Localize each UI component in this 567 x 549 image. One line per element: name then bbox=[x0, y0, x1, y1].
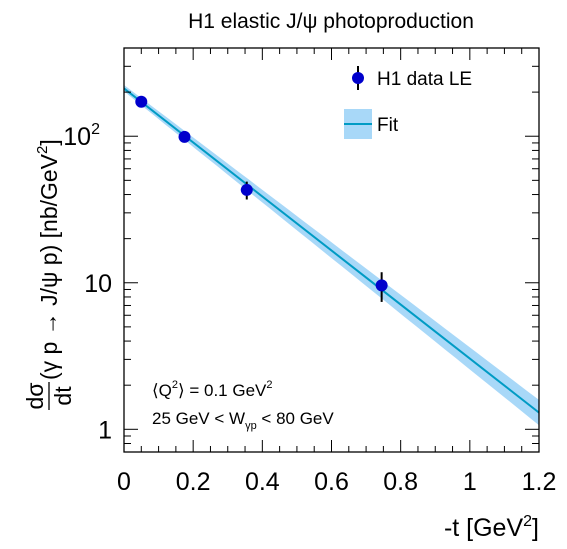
annotation-q2: ⟨Q2⟩ = 0.1 GeV2 bbox=[152, 379, 273, 400]
y-tick-label: 10 bbox=[84, 270, 112, 298]
fit-line-layer bbox=[123, 87, 540, 414]
x-tick-label: 1.2 bbox=[522, 468, 557, 496]
data-point bbox=[240, 183, 253, 196]
y-label-process: (γ p → J/ψ p) [nb/GeV2] bbox=[34, 139, 62, 380]
x-tick-label: 1 bbox=[463, 468, 477, 496]
x-axis-label: -t [GeV2] bbox=[444, 513, 539, 542]
y-tick-label: 102 bbox=[63, 121, 100, 151]
legend-label-fit: Fit bbox=[377, 115, 399, 136]
x-tick-label: 0 bbox=[117, 468, 131, 496]
axis-tick-labels: 0 0.2 0.4 0.6 0.8 1 1.2 1 10 102 bbox=[63, 121, 556, 496]
y-label-frac-num: dσ bbox=[22, 383, 48, 410]
legend: H1 data LE Fit bbox=[344, 66, 472, 139]
x-tick-label: 0.2 bbox=[176, 468, 211, 496]
y-label-frac-den: dt bbox=[50, 386, 76, 406]
x-tick-label: 0.8 bbox=[383, 468, 418, 496]
y-axis-label: dσ dt (γ p → J/ψ p) [nb/GeV2] bbox=[22, 139, 76, 410]
legend-label-data: H1 data LE bbox=[377, 69, 472, 90]
legend-marker-data bbox=[352, 72, 364, 84]
x-tick-label: 0.4 bbox=[245, 468, 280, 496]
annotation-w: 25 GeV < Wγp < 80 GeV bbox=[152, 409, 334, 432]
axis-ticks bbox=[123, 47, 540, 453]
data-point bbox=[178, 130, 191, 143]
data-point bbox=[135, 95, 148, 108]
data-points-layer bbox=[135, 95, 388, 302]
fit-line bbox=[123, 87, 540, 414]
x-tick-label: 0.6 bbox=[314, 468, 349, 496]
data-point bbox=[375, 279, 388, 292]
chart-title: H1 elastic J/ψ photoproduction bbox=[188, 10, 474, 33]
y-tick-label: 1 bbox=[98, 416, 112, 444]
